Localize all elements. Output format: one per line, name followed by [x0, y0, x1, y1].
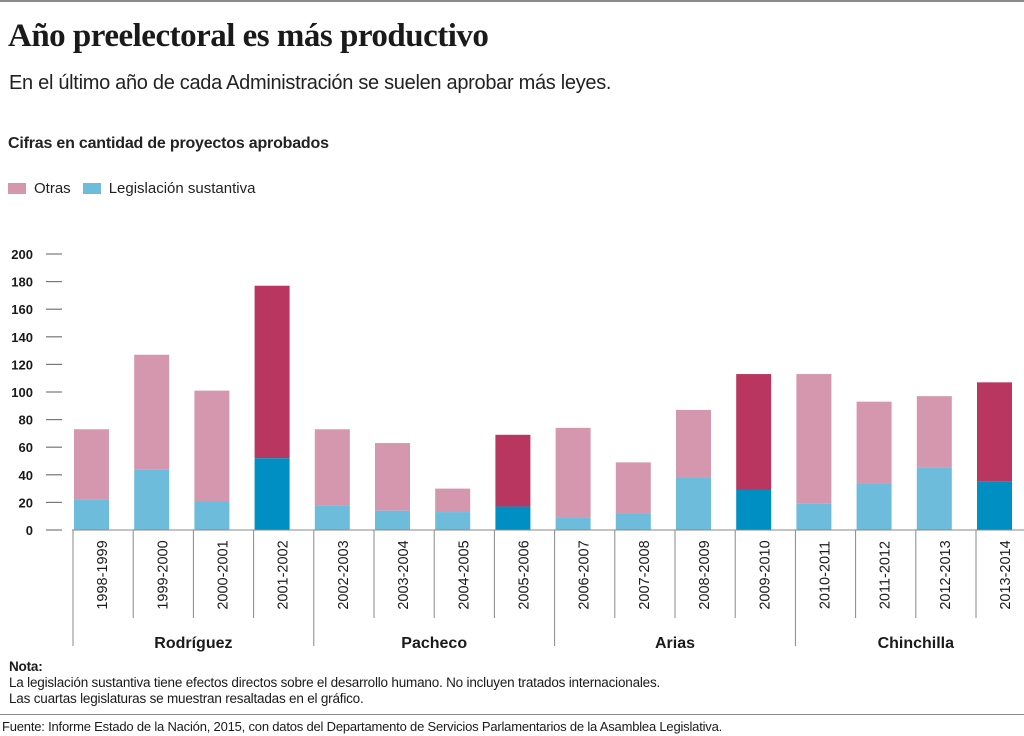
bar-sustantiva [736, 489, 772, 530]
bar-otras [676, 409, 711, 478]
group-label: Rodríguez [154, 635, 232, 652]
x-tick-label: 2006-2007 [577, 540, 593, 609]
bar-sustantiva [194, 501, 230, 530]
source-note: Fuente: Informe Estado de la Nación, 201… [2, 719, 723, 734]
bar-otras [615, 462, 651, 514]
y-tick-label: 200 [11, 247, 33, 262]
bar-sustantiva [495, 506, 531, 530]
legend-item-sustantiva: Legislación sustantiva [82, 180, 256, 197]
chart-subtitle: En el último año de cada Administración … [9, 72, 612, 94]
y-tick-label: 80 [19, 413, 33, 428]
bar-sustantiva [74, 499, 109, 530]
x-tick-label: 2013-2014 [998, 540, 1014, 609]
note: Nota: La legislación sustantiva tiene ef… [9, 659, 660, 707]
legend-item-otras: Otras [8, 180, 71, 197]
x-tick-label: 2000-2001 [216, 540, 232, 609]
bar-sustantiva [916, 467, 952, 530]
group-label: Pacheco [401, 635, 467, 652]
x-tick-label: 1998-1999 [95, 540, 111, 609]
legend-swatch-otras [8, 183, 26, 194]
chart-title: Año preelectoral es más productivo [8, 18, 489, 54]
x-tick-label: 2009-2010 [757, 540, 773, 609]
bar-sustantiva [977, 481, 1012, 530]
bar-otras [435, 488, 471, 513]
x-tick-label: 2008-2009 [697, 540, 713, 609]
footer-rule [0, 714, 1024, 715]
bar-otras [314, 429, 350, 506]
bar-otras [796, 374, 832, 504]
y-tick-label: 100 [11, 385, 33, 400]
x-tick-label: 2011-2012 [878, 541, 894, 609]
bars [74, 285, 1012, 530]
bar-otras [254, 285, 290, 459]
bar-sustantiva [435, 512, 471, 530]
legend: Otras Legislación sustantiva [8, 180, 267, 197]
bar-otras [194, 390, 230, 502]
y-tick-label: 160 [11, 302, 33, 317]
y-tick-label: 120 [11, 357, 33, 372]
y-tick-label: 60 [19, 440, 33, 455]
bar-otras [916, 396, 952, 468]
bar-sustantiva [676, 477, 711, 530]
note-line-1: La legislación sustantiva tiene efectos … [9, 675, 661, 690]
bar-otras [736, 374, 772, 490]
bar-otras [555, 427, 591, 518]
bar-sustantiva [555, 517, 591, 530]
x-tick-label: 2004-2005 [456, 540, 472, 609]
bar-otras [856, 401, 892, 484]
y-tick-label: 40 [19, 468, 33, 483]
bar-otras [495, 434, 531, 507]
y-tick-label: 20 [19, 495, 33, 510]
legend-label-sustantiva: Legislación sustantiva [108, 180, 256, 197]
units-label: Cifras en cantidad de proyectos aprobado… [8, 135, 329, 152]
bar-sustantiva [375, 510, 410, 530]
y-tick-label: 140 [11, 330, 33, 345]
bar-sustantiva [856, 483, 892, 530]
x-tick-label: 2005-2006 [517, 540, 533, 609]
bar-sustantiva [134, 469, 170, 530]
x-tick-label: 2010-2011 [818, 541, 834, 609]
bar-sustantiva [314, 505, 350, 530]
legend-swatch-sustantiva [82, 183, 101, 194]
group-label: Chinchilla [878, 635, 955, 652]
bar-otras [977, 382, 1012, 482]
group-label: Arias [655, 635, 695, 652]
bar-otras [375, 443, 410, 511]
bar-sustantiva [796, 503, 832, 530]
x-tick-label: 2012-2013 [938, 540, 954, 609]
note-line-2: Las cuartas legislaturas se muestran res… [9, 691, 364, 706]
y-tick-label: 180 [11, 275, 33, 290]
bar-sustantiva [615, 513, 651, 530]
y-axis: 0 20 40 60 80 100 120 140 160 180 200 [11, 247, 62, 538]
x-tick-label: 2001-2002 [276, 540, 292, 609]
x-tick-label: 1999-2000 [155, 540, 171, 609]
x-tick-label: 2007-2008 [637, 540, 653, 609]
x-tick-label: 2002-2003 [336, 540, 352, 609]
x-tick-label: 2003-2004 [396, 540, 412, 609]
bar-otras [134, 354, 170, 470]
note-heading: Nota: [9, 659, 43, 674]
legend-label-otras: Otras [34, 180, 71, 197]
x-axis: 1998-1999 1999-2000 2000-2001 2001-2002 2002… [72, 529, 1024, 652]
bar-otras [74, 429, 109, 500]
bar-sustantiva [254, 458, 290, 530]
top-rule [0, 0, 1024, 2]
y-tick-label: 0 [26, 523, 33, 538]
